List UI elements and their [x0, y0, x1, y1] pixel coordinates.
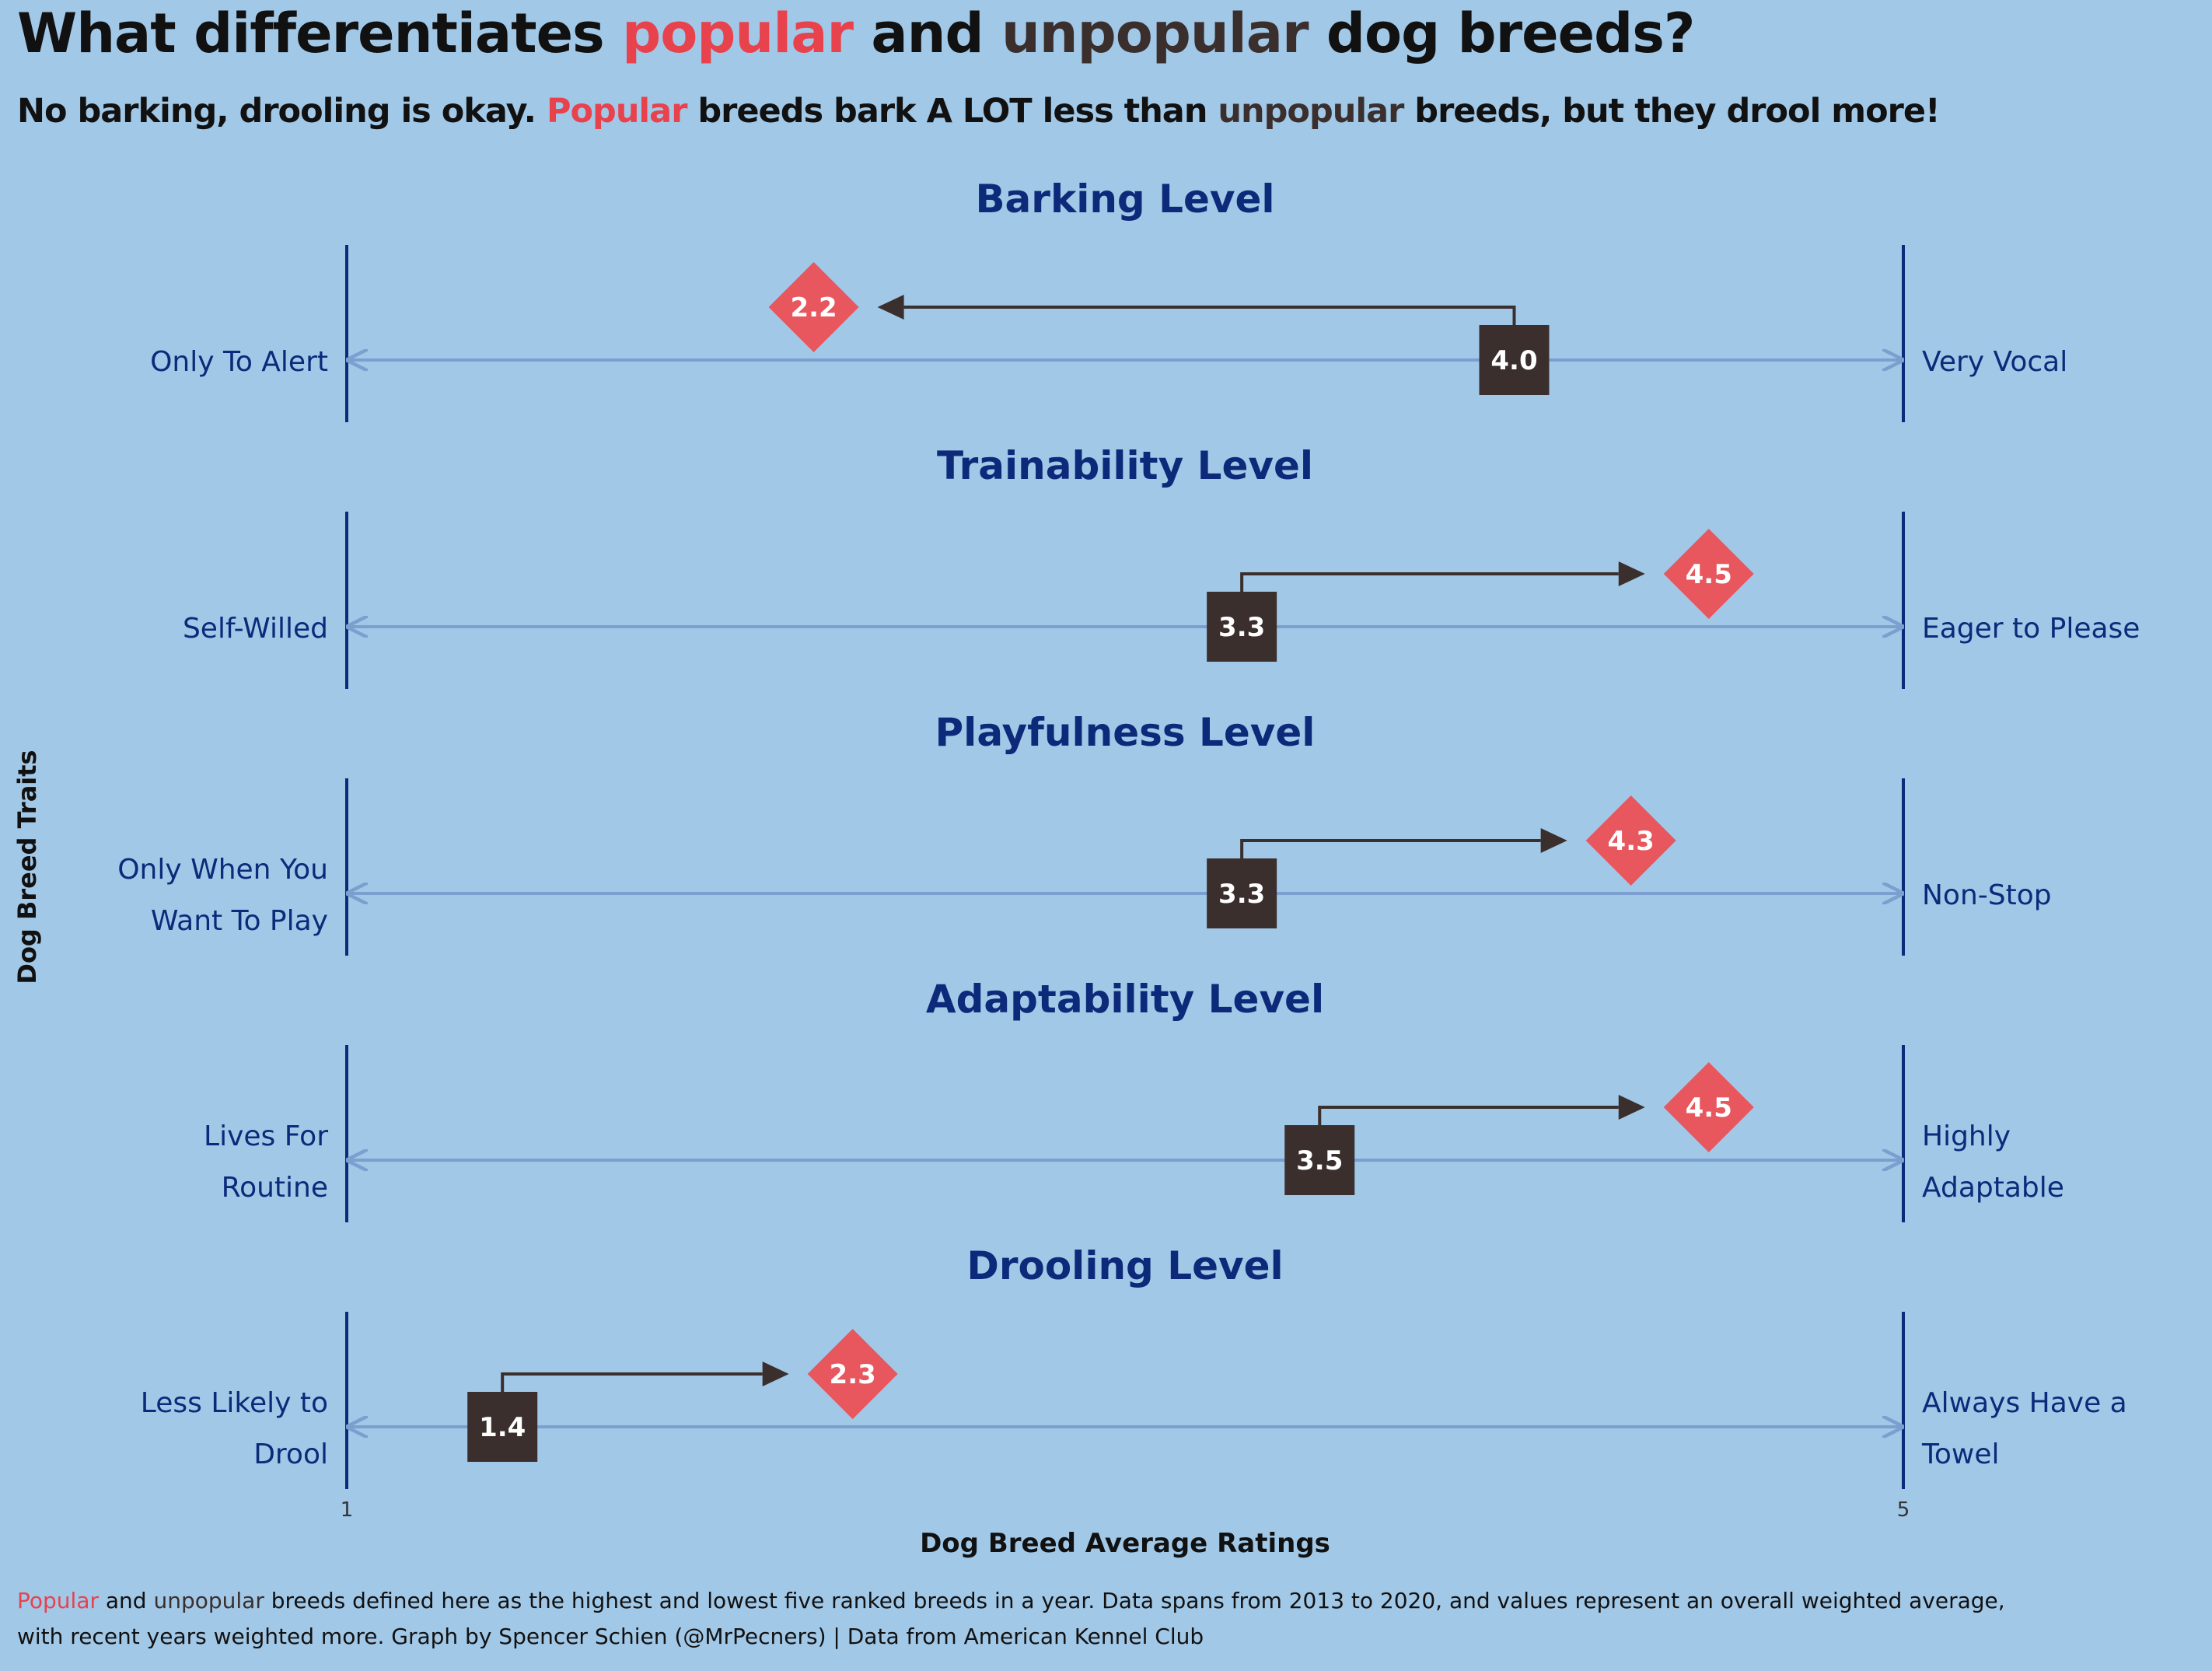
- caption-line-1-rest: breeds defined here as the highest and l…: [264, 1588, 2005, 1613]
- low-label-trainability-level: Self-Willed: [183, 613, 328, 645]
- panel-title-barking-level: Barking Level: [975, 177, 1274, 222]
- high-label-drooling-level: Always Have a: [1922, 1387, 2127, 1419]
- change-arrow-barking-level: [903, 306, 1516, 326]
- caption-popular-word: Popular: [17, 1588, 99, 1613]
- popular-marker-adaptability-level: [1663, 1062, 1754, 1152]
- change-arrow-playfulness-level: [1240, 839, 1541, 859]
- popular-value-trainability-level: 4.5: [1686, 559, 1732, 590]
- x-axis-label: Dog Breed Average Ratings: [920, 1528, 1330, 1559]
- change-arrow-drooling-level: [501, 1372, 763, 1393]
- chart-caption: Popular and unpopular breeds defined her…: [17, 1583, 2194, 1655]
- popular-value-barking-level: 2.2: [790, 292, 837, 323]
- title-unpopular-word: unpopular: [1001, 2, 1309, 65]
- high-label-adaptability-level: Adaptable: [1922, 1172, 2064, 1204]
- caption-line-2: with recent years weighted more. Graph b…: [17, 1624, 1204, 1649]
- subtitle-suffix: breeds, but they drool more!: [1403, 92, 1940, 131]
- change-arrow-head-trainability-level: [1618, 561, 1645, 586]
- unpopular-value-playfulness-level: 3.3: [1218, 879, 1265, 910]
- title-popular-word: popular: [622, 2, 854, 65]
- high-label-drooling-level: Towel: [1921, 1439, 2000, 1470]
- low-label-drooling-level: Less Likely to: [141, 1387, 328, 1419]
- unpopular-marker-adaptability-level: [1284, 1125, 1355, 1195]
- subtitle-middle: breeds bark A LOT less than: [687, 92, 1218, 131]
- y-axis-label: Dog Breed Traits: [12, 750, 42, 984]
- chart-subtitle: No barking, drooling is okay. Popular br…: [17, 92, 1941, 131]
- low-label-playfulness-level: Only When You: [117, 854, 328, 886]
- title-middle: and: [853, 2, 1001, 65]
- high-label-playfulness-level: Non-Stop: [1922, 879, 2052, 911]
- popular-marker-playfulness-level: [1585, 795, 1676, 886]
- unpopular-value-barking-level: 4.0: [1490, 345, 1537, 376]
- caption-unpopular-word: unpopular: [153, 1588, 264, 1613]
- high-label-barking-level: Very Vocal: [1922, 346, 2067, 378]
- unpopular-value-drooling-level: 1.4: [479, 1412, 526, 1443]
- chart-title: What differentiates popular and unpopula…: [17, 2, 1696, 65]
- change-arrow-head-playfulness-level: [1540, 828, 1567, 853]
- trait-panels: Barking Level Only To Alert Very Vocal 4.0 2…: [117, 177, 2140, 1489]
- change-arrow-adaptability-level: [1318, 1106, 1619, 1126]
- caption-and: and: [99, 1588, 154, 1613]
- x-tick-min: 1: [341, 1498, 354, 1522]
- caption-line-1: Popular and unpopular breeds defined her…: [17, 1583, 2194, 1619]
- subtitle-popular-word: Popular: [546, 92, 687, 131]
- unpopular-value-trainability-level: 3.3: [1218, 612, 1265, 643]
- low-label-adaptability-level: Routine: [222, 1172, 328, 1204]
- panel-title-drooling-level: Drooling Level: [966, 1243, 1283, 1288]
- title-suffix: dog breeds?: [1308, 2, 1696, 65]
- panel-title-playfulness-level: Playfulness Level: [935, 710, 1316, 755]
- popular-marker-drooling-level: [807, 1329, 898, 1419]
- low-label-drooling-level: Drool: [253, 1439, 328, 1470]
- popular-marker-barking-level: [768, 262, 859, 352]
- unpopular-value-adaptability-level: 3.5: [1296, 1145, 1343, 1176]
- x-tick-max: 5: [1897, 1498, 1910, 1522]
- popular-value-adaptability-level: 4.5: [1686, 1092, 1732, 1124]
- popular-value-drooling-level: 2.3: [830, 1359, 876, 1390]
- low-label-barking-level: Only To Alert: [150, 346, 328, 378]
- popular-marker-trainability-level: [1663, 529, 1754, 619]
- change-arrow-head-drooling-level: [762, 1362, 789, 1386]
- change-arrow-head-barking-level: [877, 295, 904, 320]
- change-arrow-trainability-level: [1240, 572, 1619, 593]
- low-label-adaptability-level: Lives For: [204, 1120, 328, 1152]
- title-prefix: What differentiates: [17, 2, 623, 65]
- unpopular-marker-drooling-level: [467, 1392, 538, 1462]
- low-label-playfulness-level: Want To Play: [151, 905, 328, 937]
- subtitle-unpopular-word: unpopular: [1218, 92, 1404, 131]
- trait-chart: Barking Level Only To Alert Very Vocal 4.0 2…: [12, 177, 2140, 1559]
- change-arrow-head-adaptability-level: [1618, 1095, 1645, 1120]
- unpopular-marker-barking-level: [1479, 325, 1550, 395]
- panel-title-adaptability-level: Adaptability Level: [926, 977, 1324, 1022]
- unpopular-marker-playfulness-level: [1207, 858, 1277, 928]
- panel-title-trainability-level: Trainability Level: [937, 443, 1313, 488]
- subtitle-prefix: No barking, drooling is okay.: [17, 92, 547, 131]
- high-label-adaptability-level: Highly: [1922, 1120, 2011, 1152]
- popular-value-playfulness-level: 4.3: [1608, 826, 1655, 857]
- unpopular-marker-trainability-level: [1207, 592, 1277, 662]
- high-label-trainability-level: Eager to Please: [1922, 613, 2140, 645]
